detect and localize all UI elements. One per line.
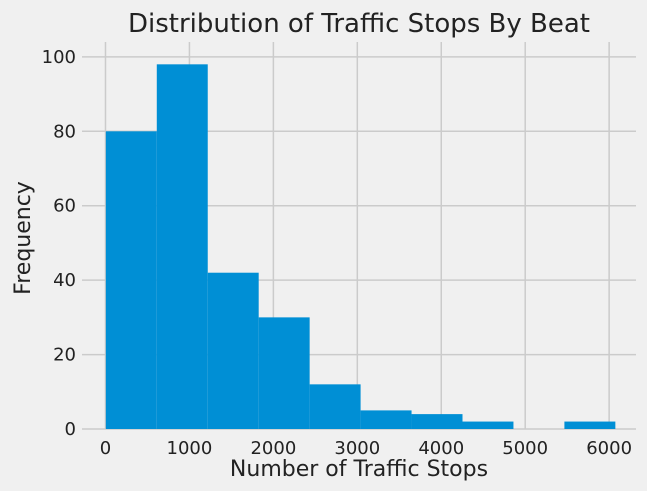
histogram-bar [309,384,361,429]
histogram-bar [207,272,259,429]
chart-title: Distribution of Traffic Stops By Beat [128,9,590,39]
y-tick-label: 80 [53,121,76,142]
y-tick-label: 40 [53,270,76,291]
x-tick-label: 0 [100,438,111,459]
x-tick-label: 2000 [250,438,296,459]
x-axis-label: Number of Traffic Stops [230,457,488,482]
y-tick-label: 60 [53,196,76,217]
y-tick-label: 20 [53,345,76,366]
histogram-bar [360,410,412,429]
x-tick-label: 5000 [502,438,548,459]
y-tick-label: 0 [65,419,76,440]
histogram-bar [258,317,310,429]
histogram-bar [156,64,208,430]
x-tick-label: 4000 [418,438,464,459]
histogram-bar [105,131,157,430]
histogram-bar [564,421,616,429]
histogram-bar [411,414,463,429]
y-tick-label: 100 [42,47,76,68]
histogram-bar [462,421,514,429]
x-tick-label: 6000 [586,438,632,459]
x-tick-label: 1000 [167,438,213,459]
y-axis-label: Frequency [11,181,36,295]
x-tick-label: 3000 [334,438,380,459]
